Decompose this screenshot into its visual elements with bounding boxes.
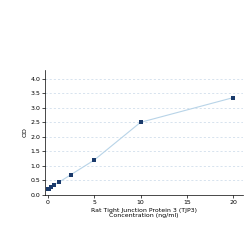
Point bbox=[52, 183, 56, 187]
Point bbox=[46, 187, 50, 191]
Point bbox=[49, 185, 53, 189]
Point bbox=[231, 96, 235, 100]
X-axis label: Rat Tight Junction Protein 3 (TJP3)
Concentration (ng/ml): Rat Tight Junction Protein 3 (TJP3) Conc… bbox=[91, 208, 197, 218]
Point bbox=[57, 180, 61, 184]
Point bbox=[47, 186, 51, 190]
Point bbox=[92, 158, 96, 162]
Point bbox=[69, 173, 73, 177]
Y-axis label: OD: OD bbox=[22, 128, 28, 138]
Point bbox=[138, 120, 142, 124]
